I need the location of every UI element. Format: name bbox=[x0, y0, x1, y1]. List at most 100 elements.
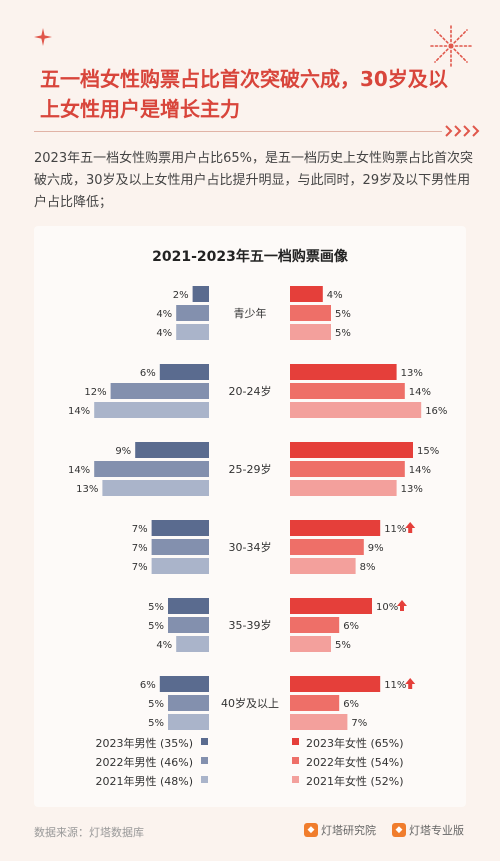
up-arrow-icon bbox=[405, 522, 416, 533]
female-value-label: 5% bbox=[335, 328, 351, 339]
legend-male-swatch bbox=[201, 738, 208, 745]
headline: 五一档女性购票占比首次突破六成，30岁及以上女性用户是增长主力 bbox=[40, 67, 448, 121]
up-arrow-icon bbox=[397, 600, 407, 611]
male-value-label: 9% bbox=[115, 446, 131, 457]
legend-male-label: 2022年男性 (46%) bbox=[95, 755, 193, 769]
male-value-label: 12% bbox=[84, 387, 106, 398]
chart-card bbox=[34, 226, 466, 807]
female-value-label: 13% bbox=[401, 368, 423, 379]
up-arrow-icon bbox=[405, 678, 416, 689]
brand-pro: ◆ 灯塔专业版 bbox=[392, 822, 464, 838]
male-bar bbox=[176, 305, 209, 321]
male-bar bbox=[102, 480, 209, 496]
male-value-label: 5% bbox=[148, 699, 164, 710]
male-bar bbox=[151, 539, 209, 555]
legend-female-label: 2023年女性 (65%) bbox=[306, 736, 404, 750]
legend-male-label: 2023年男性 (35%) bbox=[95, 736, 193, 750]
category-label: 40岁及以上 bbox=[221, 696, 279, 710]
female-bar bbox=[290, 442, 413, 458]
female-value-label: 8% bbox=[360, 562, 376, 573]
female-bar bbox=[290, 461, 405, 477]
female-bar bbox=[290, 558, 356, 574]
female-bar bbox=[290, 324, 331, 340]
male-value-label: 14% bbox=[68, 406, 90, 417]
female-bar bbox=[290, 480, 397, 496]
male-value-label: 5% bbox=[148, 718, 164, 729]
legend-male-label: 2021年男性 (48%) bbox=[95, 774, 193, 788]
male-bar bbox=[168, 617, 209, 633]
female-value-label: 7% bbox=[351, 718, 367, 729]
male-value-label: 5% bbox=[148, 602, 164, 613]
male-value-label: 14% bbox=[68, 465, 90, 476]
legend-male-swatch bbox=[201, 776, 208, 783]
female-bar bbox=[290, 305, 331, 321]
category-label: 30-34岁 bbox=[229, 540, 272, 554]
brand-pro-label: 灯塔专业版 bbox=[409, 824, 464, 837]
category-label: 青少年 bbox=[234, 306, 267, 320]
firework-icon bbox=[428, 23, 474, 69]
female-bar bbox=[290, 286, 323, 302]
female-value-label: 16% bbox=[425, 406, 447, 417]
female-value-label: 14% bbox=[409, 387, 431, 398]
legend-female-swatch bbox=[292, 776, 299, 783]
sparkle-icon bbox=[34, 28, 52, 46]
male-value-label: 4% bbox=[156, 328, 172, 339]
legend-male-swatch bbox=[201, 757, 208, 764]
male-value-label: 7% bbox=[132, 543, 148, 554]
female-bar bbox=[290, 364, 397, 380]
male-bar bbox=[168, 695, 209, 711]
male-value-label: 2% bbox=[173, 290, 189, 301]
male-bar bbox=[176, 636, 209, 652]
male-value-label: 4% bbox=[156, 640, 172, 651]
male-bar bbox=[94, 461, 209, 477]
source-note: 数据来源：灯塔数据库 bbox=[34, 826, 144, 839]
female-bar bbox=[290, 695, 340, 711]
category-label: 35-39岁 bbox=[229, 618, 272, 632]
legend-female-label: 2022年女性 (54%) bbox=[306, 755, 404, 769]
female-bar bbox=[290, 617, 340, 633]
male-value-label: 5% bbox=[148, 621, 164, 632]
female-value-label: 4% bbox=[327, 290, 343, 301]
lighthouse-logo-icon: ◆ bbox=[304, 823, 318, 837]
male-value-label: 7% bbox=[132, 524, 148, 535]
male-bar bbox=[168, 714, 209, 730]
female-bar bbox=[290, 539, 364, 555]
brand-research-label: 灯塔研究院 bbox=[321, 824, 376, 837]
female-bar bbox=[290, 520, 381, 536]
legend-female-label: 2021年女性 (52%) bbox=[306, 774, 404, 788]
category-label: 25-29岁 bbox=[229, 462, 272, 476]
male-bar bbox=[110, 383, 209, 399]
female-value-label: 6% bbox=[343, 699, 359, 710]
female-value-label: 14% bbox=[409, 465, 431, 476]
female-value-label: 15% bbox=[417, 446, 439, 457]
male-bar bbox=[176, 324, 209, 340]
intro-text: 2023年五一档女性购票用户占比65%，是五一档历史上女性购票占比首次突破六成，… bbox=[34, 151, 473, 210]
chart-title: 2021-2023年五一档购票画像 bbox=[152, 249, 348, 265]
male-bar bbox=[135, 442, 209, 458]
female-bar bbox=[290, 714, 348, 730]
male-bar bbox=[151, 558, 209, 574]
male-value-label: 13% bbox=[76, 484, 98, 495]
female-value-label: 9% bbox=[368, 543, 384, 554]
male-bar bbox=[192, 286, 209, 302]
male-value-label: 7% bbox=[132, 562, 148, 573]
male-bar bbox=[159, 364, 209, 380]
category-label: 20-24岁 bbox=[229, 384, 272, 398]
female-value-label: 5% bbox=[335, 309, 351, 320]
legend-female-swatch bbox=[292, 738, 299, 745]
legend-female-swatch bbox=[292, 757, 299, 764]
female-value-label: 11% bbox=[384, 524, 406, 535]
male-bar bbox=[168, 598, 209, 614]
divider bbox=[34, 131, 442, 132]
female-bar bbox=[290, 402, 422, 418]
female-value-label: 11% bbox=[384, 680, 406, 691]
male-value-label: 6% bbox=[140, 680, 156, 691]
lighthouse-pro-logo-icon: ◆ bbox=[392, 823, 406, 837]
female-bar bbox=[290, 383, 405, 399]
female-value-label: 5% bbox=[335, 640, 351, 651]
male-bar bbox=[159, 676, 209, 692]
male-bar bbox=[94, 402, 209, 418]
female-value-label: 10% bbox=[376, 602, 398, 613]
brand-research: ◆ 灯塔研究院 bbox=[304, 822, 376, 838]
